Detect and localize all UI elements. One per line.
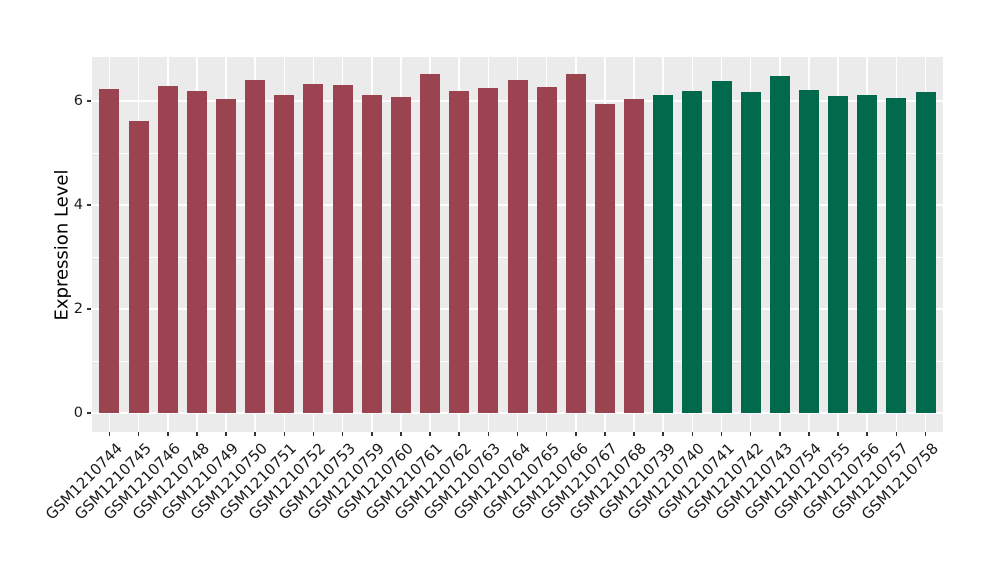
x-axis-tick bbox=[108, 432, 111, 436]
x-axis-tick bbox=[225, 432, 227, 436]
bar bbox=[361, 95, 382, 413]
bar bbox=[128, 120, 149, 413]
y-tick-label: 0 bbox=[73, 405, 83, 421]
bar bbox=[886, 97, 907, 413]
x-axis-tick bbox=[924, 432, 927, 436]
x-axis-tick bbox=[779, 432, 781, 436]
x-axis-tick bbox=[545, 432, 548, 436]
y-axis-tick bbox=[87, 412, 91, 414]
x-axis-tick bbox=[487, 432, 490, 436]
x-axis-tick bbox=[720, 432, 723, 436]
x-axis-tick bbox=[604, 432, 606, 436]
y-axis-tick bbox=[87, 100, 91, 102]
bar bbox=[449, 90, 470, 413]
x-axis-tick bbox=[400, 432, 402, 436]
x-axis-tick bbox=[167, 432, 169, 436]
x-axis-tick bbox=[575, 432, 577, 436]
bar bbox=[594, 103, 615, 413]
y-axis-title: Expression Level bbox=[51, 169, 72, 320]
bar bbox=[390, 97, 411, 413]
bar bbox=[624, 98, 645, 413]
x-axis-tick bbox=[196, 432, 198, 436]
bar bbox=[245, 79, 266, 413]
bar bbox=[216, 98, 237, 413]
bar bbox=[740, 91, 761, 413]
y-tick-label: 4 bbox=[73, 197, 83, 213]
x-axis-tick bbox=[516, 432, 519, 436]
bar bbox=[682, 90, 703, 413]
bar bbox=[420, 73, 441, 413]
bar bbox=[303, 83, 324, 413]
x-axis-tick bbox=[633, 432, 635, 436]
x-axis-tick bbox=[429, 432, 431, 436]
bar bbox=[536, 86, 557, 413]
bar bbox=[99, 89, 120, 413]
bar bbox=[915, 92, 936, 413]
bar bbox=[478, 88, 499, 413]
y-axis-tick bbox=[87, 204, 91, 206]
bar bbox=[274, 94, 295, 413]
y-tick-label: 2 bbox=[73, 301, 83, 317]
bar bbox=[828, 96, 849, 413]
plot-panel bbox=[92, 57, 943, 432]
y-axis-tick bbox=[87, 308, 91, 310]
x-axis-tick bbox=[662, 432, 664, 436]
bar bbox=[653, 95, 674, 413]
bar bbox=[769, 76, 790, 413]
bar bbox=[507, 79, 528, 413]
x-axis-tick bbox=[283, 432, 286, 436]
bar bbox=[565, 73, 586, 413]
y-tick-label: 6 bbox=[73, 93, 83, 109]
bar bbox=[332, 84, 353, 413]
bar bbox=[798, 90, 819, 413]
x-axis-tick bbox=[312, 432, 315, 436]
bar bbox=[711, 81, 732, 413]
x-axis-tick bbox=[458, 432, 460, 436]
x-axis-tick bbox=[808, 432, 810, 436]
bar bbox=[157, 86, 178, 413]
bar bbox=[186, 90, 207, 413]
x-axis-tick bbox=[254, 432, 256, 436]
x-axis-tick bbox=[895, 432, 898, 436]
x-axis-tick bbox=[837, 432, 839, 436]
x-axis-tick bbox=[866, 432, 868, 436]
x-axis-tick bbox=[749, 432, 752, 436]
x-axis-tick bbox=[137, 432, 140, 436]
bar bbox=[857, 95, 878, 413]
x-axis-tick bbox=[691, 432, 694, 436]
x-axis-tick bbox=[341, 432, 344, 436]
x-axis-tick bbox=[371, 432, 373, 436]
